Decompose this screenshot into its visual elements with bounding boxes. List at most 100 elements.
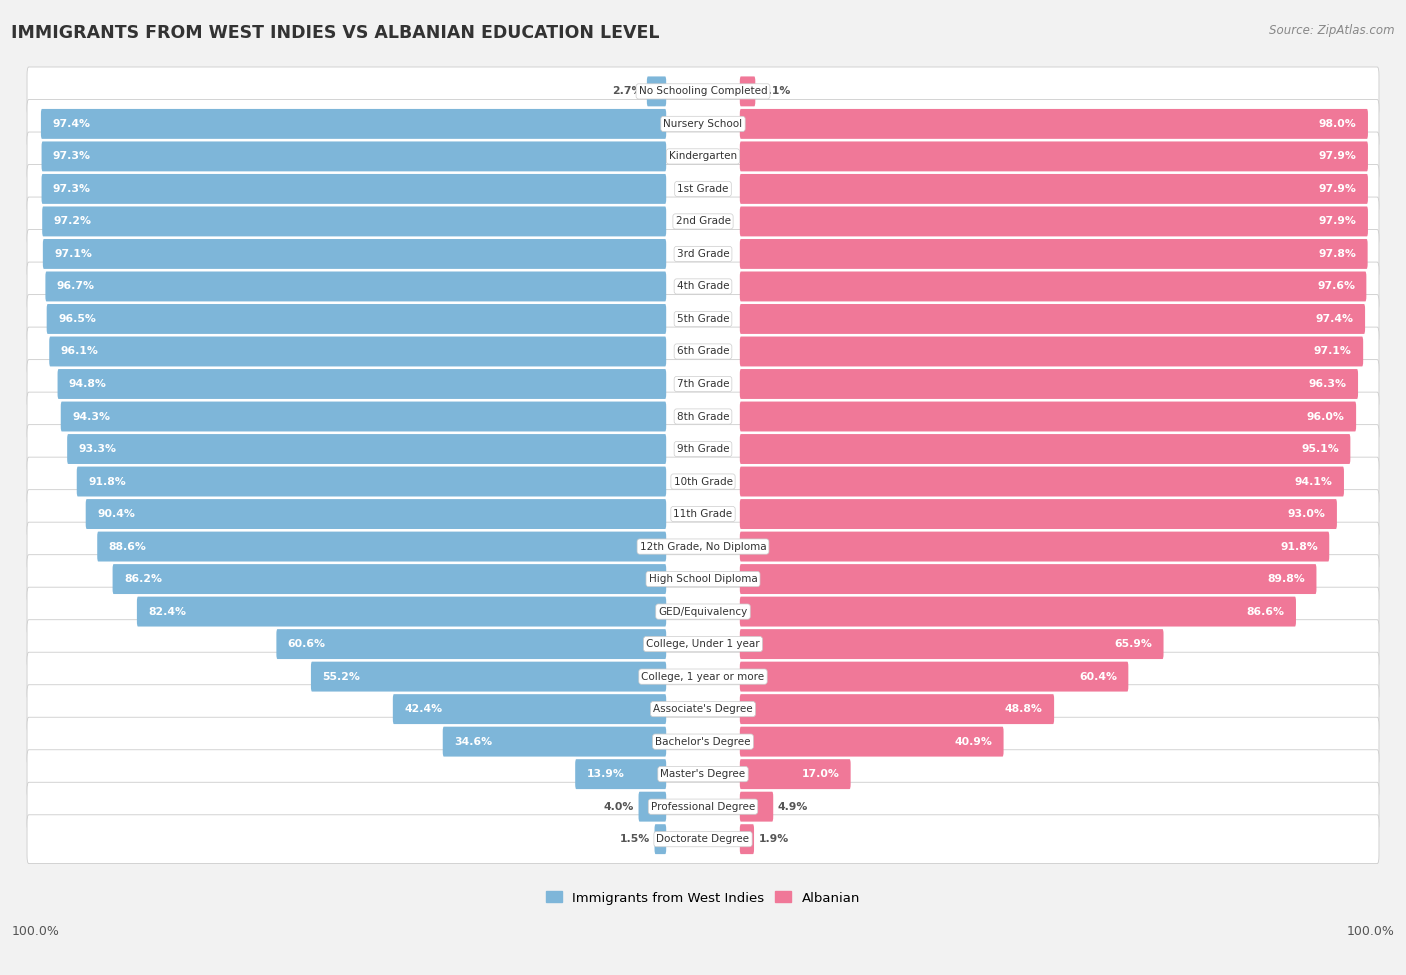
FancyBboxPatch shape bbox=[27, 67, 1379, 116]
Text: Source: ZipAtlas.com: Source: ZipAtlas.com bbox=[1270, 24, 1395, 37]
Text: 86.6%: 86.6% bbox=[1247, 606, 1285, 616]
FancyBboxPatch shape bbox=[740, 207, 1368, 236]
Text: 91.8%: 91.8% bbox=[1279, 541, 1317, 552]
Text: Bachelor's Degree: Bachelor's Degree bbox=[655, 737, 751, 747]
FancyBboxPatch shape bbox=[740, 824, 754, 854]
FancyBboxPatch shape bbox=[27, 523, 1379, 571]
FancyBboxPatch shape bbox=[647, 76, 666, 106]
FancyBboxPatch shape bbox=[311, 662, 666, 691]
Text: 55.2%: 55.2% bbox=[322, 672, 360, 682]
FancyBboxPatch shape bbox=[27, 489, 1379, 538]
Text: College, 1 year or more: College, 1 year or more bbox=[641, 672, 765, 682]
FancyBboxPatch shape bbox=[67, 434, 666, 464]
Text: 82.4%: 82.4% bbox=[148, 606, 186, 616]
Text: 97.9%: 97.9% bbox=[1319, 151, 1357, 162]
FancyBboxPatch shape bbox=[42, 239, 666, 269]
FancyBboxPatch shape bbox=[740, 597, 1296, 627]
Text: 4.9%: 4.9% bbox=[778, 801, 808, 811]
Text: 13.9%: 13.9% bbox=[586, 769, 624, 779]
Text: 97.6%: 97.6% bbox=[1317, 282, 1355, 292]
Text: 96.0%: 96.0% bbox=[1308, 411, 1344, 421]
Text: 48.8%: 48.8% bbox=[1005, 704, 1043, 714]
FancyBboxPatch shape bbox=[443, 726, 666, 757]
FancyBboxPatch shape bbox=[46, 304, 666, 333]
Text: 96.3%: 96.3% bbox=[1309, 379, 1347, 389]
Text: Associate's Degree: Associate's Degree bbox=[654, 704, 752, 714]
Text: 97.3%: 97.3% bbox=[53, 151, 91, 162]
FancyBboxPatch shape bbox=[740, 662, 1129, 691]
FancyBboxPatch shape bbox=[27, 620, 1379, 669]
Text: Professional Degree: Professional Degree bbox=[651, 801, 755, 811]
FancyBboxPatch shape bbox=[27, 782, 1379, 831]
FancyBboxPatch shape bbox=[27, 750, 1379, 799]
Text: Kindergarten: Kindergarten bbox=[669, 151, 737, 162]
Text: 42.4%: 42.4% bbox=[404, 704, 443, 714]
FancyBboxPatch shape bbox=[27, 684, 1379, 733]
FancyBboxPatch shape bbox=[27, 229, 1379, 278]
FancyBboxPatch shape bbox=[136, 597, 666, 627]
FancyBboxPatch shape bbox=[27, 815, 1379, 864]
FancyBboxPatch shape bbox=[27, 457, 1379, 506]
Text: IMMIGRANTS FROM WEST INDIES VS ALBANIAN EDUCATION LEVEL: IMMIGRANTS FROM WEST INDIES VS ALBANIAN … bbox=[11, 24, 659, 42]
Text: 100.0%: 100.0% bbox=[1347, 925, 1395, 938]
FancyBboxPatch shape bbox=[27, 99, 1379, 148]
Text: 97.4%: 97.4% bbox=[1316, 314, 1354, 324]
Text: 4.0%: 4.0% bbox=[603, 801, 634, 811]
FancyBboxPatch shape bbox=[740, 760, 851, 789]
Text: 2nd Grade: 2nd Grade bbox=[675, 216, 731, 226]
Text: 94.1%: 94.1% bbox=[1295, 477, 1333, 487]
FancyBboxPatch shape bbox=[740, 336, 1364, 367]
Text: 6th Grade: 6th Grade bbox=[676, 346, 730, 357]
Text: 96.7%: 96.7% bbox=[56, 282, 94, 292]
Text: Nursery School: Nursery School bbox=[664, 119, 742, 129]
Text: 10th Grade: 10th Grade bbox=[673, 477, 733, 487]
FancyBboxPatch shape bbox=[49, 336, 666, 367]
FancyBboxPatch shape bbox=[27, 425, 1379, 474]
FancyBboxPatch shape bbox=[740, 629, 1164, 659]
Text: Doctorate Degree: Doctorate Degree bbox=[657, 835, 749, 844]
FancyBboxPatch shape bbox=[740, 76, 755, 106]
FancyBboxPatch shape bbox=[740, 467, 1344, 496]
Text: 90.4%: 90.4% bbox=[97, 509, 135, 519]
Text: 60.4%: 60.4% bbox=[1078, 672, 1116, 682]
FancyBboxPatch shape bbox=[27, 555, 1379, 604]
Text: 5th Grade: 5th Grade bbox=[676, 314, 730, 324]
FancyBboxPatch shape bbox=[740, 174, 1368, 204]
FancyBboxPatch shape bbox=[740, 141, 1368, 172]
Text: 97.9%: 97.9% bbox=[1319, 184, 1357, 194]
FancyBboxPatch shape bbox=[27, 360, 1379, 409]
Text: 17.0%: 17.0% bbox=[801, 769, 839, 779]
FancyBboxPatch shape bbox=[27, 262, 1379, 311]
FancyBboxPatch shape bbox=[740, 239, 1368, 269]
Text: 2.1%: 2.1% bbox=[759, 87, 790, 97]
Text: 1st Grade: 1st Grade bbox=[678, 184, 728, 194]
Text: GED/Equivalency: GED/Equivalency bbox=[658, 606, 748, 616]
FancyBboxPatch shape bbox=[60, 402, 666, 432]
Text: 93.0%: 93.0% bbox=[1288, 509, 1326, 519]
Text: 4th Grade: 4th Grade bbox=[676, 282, 730, 292]
Text: 97.1%: 97.1% bbox=[55, 249, 91, 259]
Text: 97.4%: 97.4% bbox=[52, 119, 90, 129]
Text: 97.8%: 97.8% bbox=[1319, 249, 1357, 259]
Text: 97.9%: 97.9% bbox=[1319, 216, 1357, 226]
Text: 34.6%: 34.6% bbox=[454, 737, 492, 747]
Text: 8th Grade: 8th Grade bbox=[676, 411, 730, 421]
FancyBboxPatch shape bbox=[77, 467, 666, 496]
FancyBboxPatch shape bbox=[638, 792, 666, 822]
Text: 86.2%: 86.2% bbox=[124, 574, 162, 584]
Legend: Immigrants from West Indies, Albanian: Immigrants from West Indies, Albanian bbox=[541, 886, 865, 910]
Text: 9th Grade: 9th Grade bbox=[676, 444, 730, 454]
Text: 94.8%: 94.8% bbox=[69, 379, 107, 389]
FancyBboxPatch shape bbox=[740, 694, 1054, 724]
FancyBboxPatch shape bbox=[740, 434, 1350, 464]
Text: No Schooling Completed: No Schooling Completed bbox=[638, 87, 768, 97]
FancyBboxPatch shape bbox=[27, 392, 1379, 441]
FancyBboxPatch shape bbox=[740, 531, 1329, 562]
Text: 2.7%: 2.7% bbox=[612, 87, 643, 97]
FancyBboxPatch shape bbox=[740, 792, 773, 822]
Text: 91.8%: 91.8% bbox=[89, 477, 127, 487]
Text: 89.8%: 89.8% bbox=[1267, 574, 1305, 584]
Text: College, Under 1 year: College, Under 1 year bbox=[647, 639, 759, 649]
FancyBboxPatch shape bbox=[27, 197, 1379, 246]
Text: 97.1%: 97.1% bbox=[1315, 346, 1351, 357]
